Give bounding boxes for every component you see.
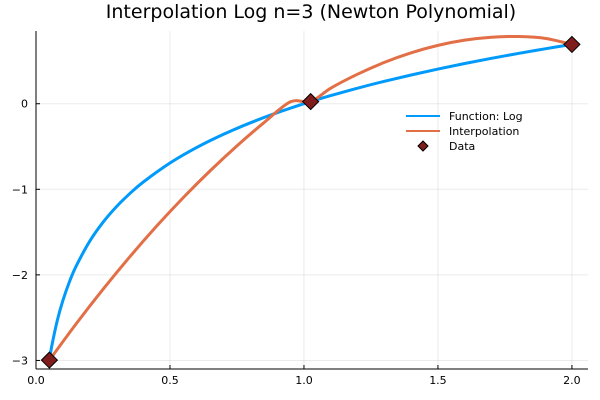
grid-layer: [35, 31, 588, 369]
x-tick-label: 2.0: [563, 374, 581, 387]
y-tick-label: −3: [12, 354, 28, 367]
series-layer: [47, 35, 574, 362]
legend: Function: Log Interpolation Data: [406, 110, 523, 153]
x-tick-label: 0.5: [161, 374, 179, 387]
legend-label-data: Data: [449, 140, 475, 153]
legend-swatch-data: [417, 140, 429, 152]
data-point-marker: [301, 92, 320, 111]
y-tick-label: 0: [21, 98, 28, 111]
interpolation-line: [47, 35, 574, 362]
points-layer: [40, 35, 581, 369]
function-log-line: [47, 42, 574, 362]
data-point-marker: [40, 351, 59, 369]
axes-layer: 0.0 0.5 1.0 1.5 2.0 −3 −2 −1 0: [12, 31, 588, 387]
legend-label-interpolation: Interpolation: [449, 125, 519, 138]
x-tick-label: 0.0: [27, 374, 45, 387]
y-tick-label: −2: [12, 269, 28, 282]
x-tick-label: 1.5: [429, 374, 447, 387]
legend-label-function-log: Function: Log: [449, 110, 523, 123]
chart-title: Interpolation Log n=3 (Newton Polynomial…: [106, 1, 516, 23]
y-tick-label: −1: [12, 183, 28, 196]
x-tick-label: 1.0: [295, 374, 313, 387]
data-point-marker: [563, 35, 581, 54]
